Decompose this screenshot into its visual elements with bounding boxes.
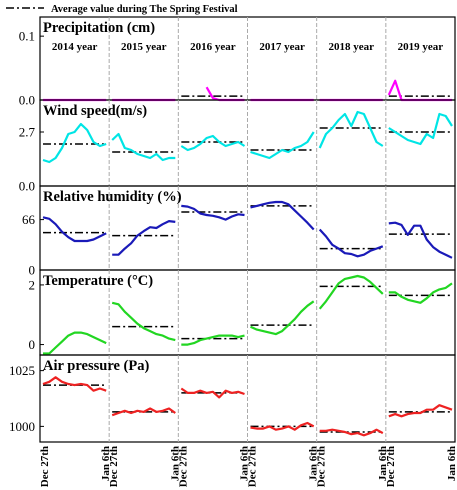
series-line	[250, 200, 315, 231]
row-title: Relative humidity (%)	[43, 189, 182, 205]
series-line	[111, 132, 176, 162]
x-tick-start: Dec 27th	[177, 446, 189, 487]
x-tick-start: Dec 27th	[385, 446, 397, 487]
series-line	[111, 301, 176, 342]
series-line	[43, 331, 107, 355]
series-line	[205, 86, 245, 102]
row-title: Temperature (°C)	[43, 273, 153, 289]
chart-row-2: 0.0 2.7 Wind speed(m/s)	[19, 99, 456, 194]
legend: Average value during The Spring Festival	[6, 4, 238, 15]
x-tick-end: Jan 6th	[308, 446, 320, 481]
y-tick-label: 1025	[9, 363, 35, 378]
y-tick-label: 66	[22, 212, 36, 227]
y-tick-label: 0	[29, 337, 36, 352]
series-line	[250, 131, 315, 160]
y-tick-label: 0.0	[19, 179, 35, 194]
year-label: 2016 year	[190, 41, 236, 53]
x-tick-end: Jan 6th	[377, 446, 389, 481]
year-label: 2019 year	[398, 41, 444, 53]
chart-row-1: 0.0 0.1 Precipitation (cm) 2014 year 2015 ye…	[19, 16, 456, 108]
x-tick-start: Dec 27th	[39, 446, 51, 487]
row-title: Wind speed(m/s)	[43, 103, 147, 119]
series-line	[42, 122, 107, 164]
y-tick-label: 2	[29, 277, 36, 292]
series-line	[388, 221, 453, 259]
series-line	[250, 421, 315, 431]
series-line	[250, 300, 315, 336]
year-label: 2018 year	[328, 41, 374, 53]
series-line	[111, 407, 176, 417]
x-tick-end: Jan 6th	[446, 446, 457, 481]
row-title: Air pressure (Pa)	[43, 358, 149, 374]
x-tick-start: Dec 27th	[108, 446, 120, 487]
year-label: 2014 year	[52, 41, 98, 53]
x-tick-end: Jan 6th	[169, 446, 181, 481]
series-line	[112, 220, 176, 256]
series-line	[180, 134, 246, 152]
series-line	[388, 404, 453, 418]
chart-row-3: 0 66 Relative humidity (%)	[22, 185, 456, 278]
x-tick-end: Jan 6th	[239, 446, 251, 481]
series-line	[42, 376, 107, 392]
series-line	[318, 228, 384, 258]
row-title: Precipitation (cm)	[43, 20, 155, 36]
year-label: 2015 year	[121, 41, 167, 53]
series-line	[318, 274, 384, 310]
chart-row-4: 0 2 Temperature (°C)	[29, 269, 456, 356]
x-tick-start: Dec 27th	[316, 446, 328, 487]
y-tick-label: 0.1	[19, 29, 35, 44]
x-tick-end: Jan 6th	[100, 446, 112, 481]
series-line	[181, 204, 245, 221]
series-line	[181, 334, 245, 346]
y-tick-label: 2.7	[19, 125, 36, 140]
series-line	[388, 112, 453, 146]
y-tick-label: 0.0	[19, 93, 35, 108]
series-line	[387, 79, 452, 102]
year-label: 2017 year	[259, 41, 305, 53]
legend-label: Average value during The Spring Festival	[51, 4, 238, 15]
y-tick-label: 1000	[9, 419, 35, 434]
chart-row-5: 1000 1025 Air pressure (Pa)	[9, 354, 456, 443]
series-line	[388, 282, 453, 304]
y-tick-label: 0	[29, 263, 36, 278]
series-line	[319, 428, 384, 437]
series-line	[180, 387, 245, 399]
series-line	[42, 216, 107, 243]
x-tick-start: Dec 27th	[247, 446, 259, 487]
series-line	[318, 110, 384, 149]
